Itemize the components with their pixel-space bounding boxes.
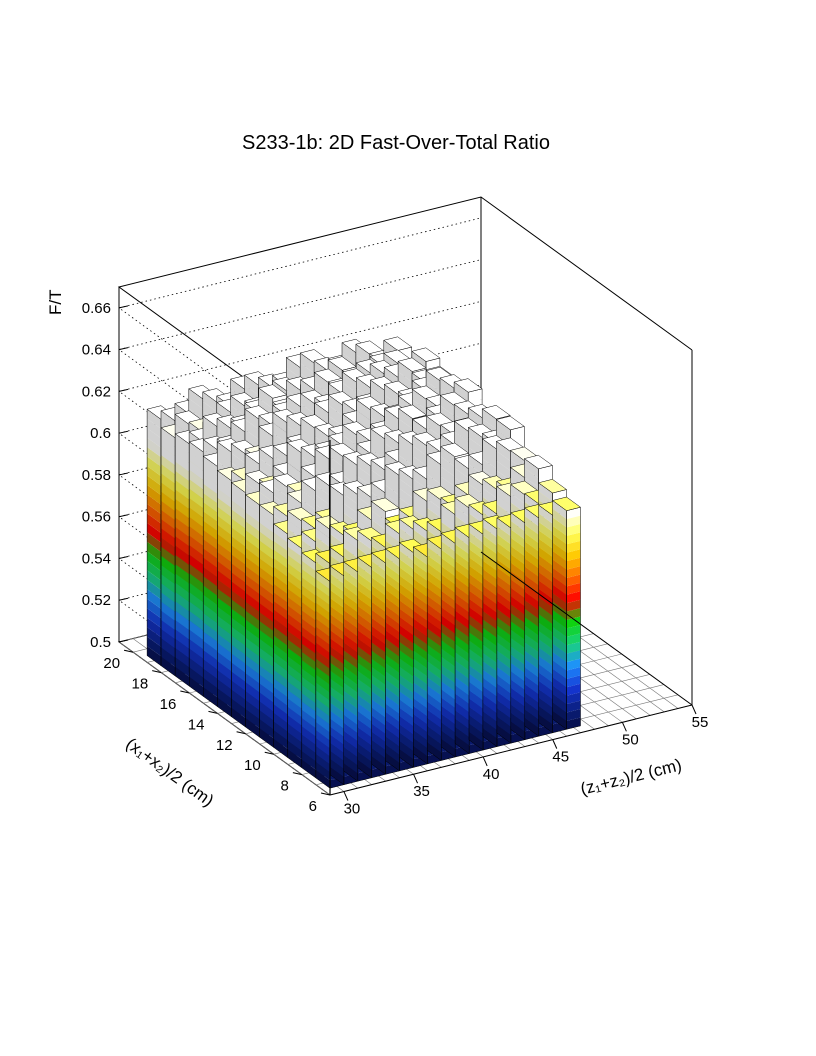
bar-side-band	[147, 409, 162, 429]
bar-side-band	[161, 464, 176, 484]
bar-side-band	[147, 418, 162, 439]
bar-side-band	[147, 428, 162, 448]
bar-side-band	[147, 636, 162, 657]
bar-side-band	[147, 513, 162, 534]
bar-side-band	[161, 446, 176, 466]
bar-side-band	[147, 598, 162, 619]
bar-side-band	[244, 375, 259, 396]
floor-line-x	[118, 641, 331, 796]
bar-side-band	[161, 638, 176, 658]
bar-top	[383, 336, 413, 351]
bar-side-band	[161, 565, 176, 585]
bar-side-band	[147, 532, 162, 552]
bar-side-band	[147, 456, 162, 477]
bar-side-band	[188, 388, 203, 409]
bar-side-band	[147, 608, 162, 628]
bar-side-band	[161, 436, 176, 457]
bar-side-band	[161, 647, 176, 667]
bar-side-band	[188, 398, 203, 419]
bar-side-band	[161, 455, 176, 475]
bar-side-band	[147, 466, 162, 486]
bar-side-band	[147, 503, 162, 524]
bar-side-band	[286, 357, 301, 378]
bar-side-band	[147, 447, 162, 467]
bars	[146, 336, 582, 789]
bar-side-band	[342, 342, 357, 363]
bar-side-band	[147, 437, 162, 458]
bar-side-band	[161, 519, 176, 539]
frame-top	[117, 196, 693, 441]
bar-side-band	[300, 353, 315, 374]
bar-side-band	[355, 344, 370, 365]
bar-side-band	[161, 555, 176, 576]
bar-side-band	[161, 427, 176, 448]
bar-side-band	[147, 494, 162, 515]
bar-side-band	[147, 485, 162, 505]
bar-side-band	[161, 656, 176, 676]
bar-side-band	[147, 560, 162, 581]
bar-side-band	[161, 620, 176, 640]
bar-side-band	[161, 482, 176, 502]
bar-side-band	[161, 546, 176, 567]
bar-side-band	[161, 574, 176, 594]
bar-side-band	[147, 541, 162, 562]
bar-side-band	[161, 629, 176, 649]
bar-side-band	[147, 617, 162, 638]
bar-side-band	[161, 537, 176, 557]
bar-side-band	[161, 491, 176, 512]
bar-side-band	[175, 414, 190, 434]
bar-side-band	[161, 601, 176, 621]
bar-side-band	[147, 579, 162, 600]
bar-side-band	[147, 646, 162, 666]
bar-side-band	[202, 391, 217, 412]
bar-side-band	[147, 551, 162, 571]
bar-side-band	[230, 395, 245, 416]
bar-side-band	[147, 522, 162, 543]
bar-side-band	[161, 610, 176, 631]
bar-side-band	[161, 583, 176, 603]
bar-side-band	[147, 589, 162, 609]
bar-side-band	[161, 501, 176, 521]
bar-side-band	[161, 592, 176, 612]
bar-side-band	[147, 475, 162, 496]
bar-side-band	[161, 528, 176, 548]
bar-side-band	[161, 510, 176, 530]
bar-side-band	[161, 473, 176, 493]
bar-side-band	[147, 627, 162, 647]
bar-side-band	[147, 570, 162, 590]
